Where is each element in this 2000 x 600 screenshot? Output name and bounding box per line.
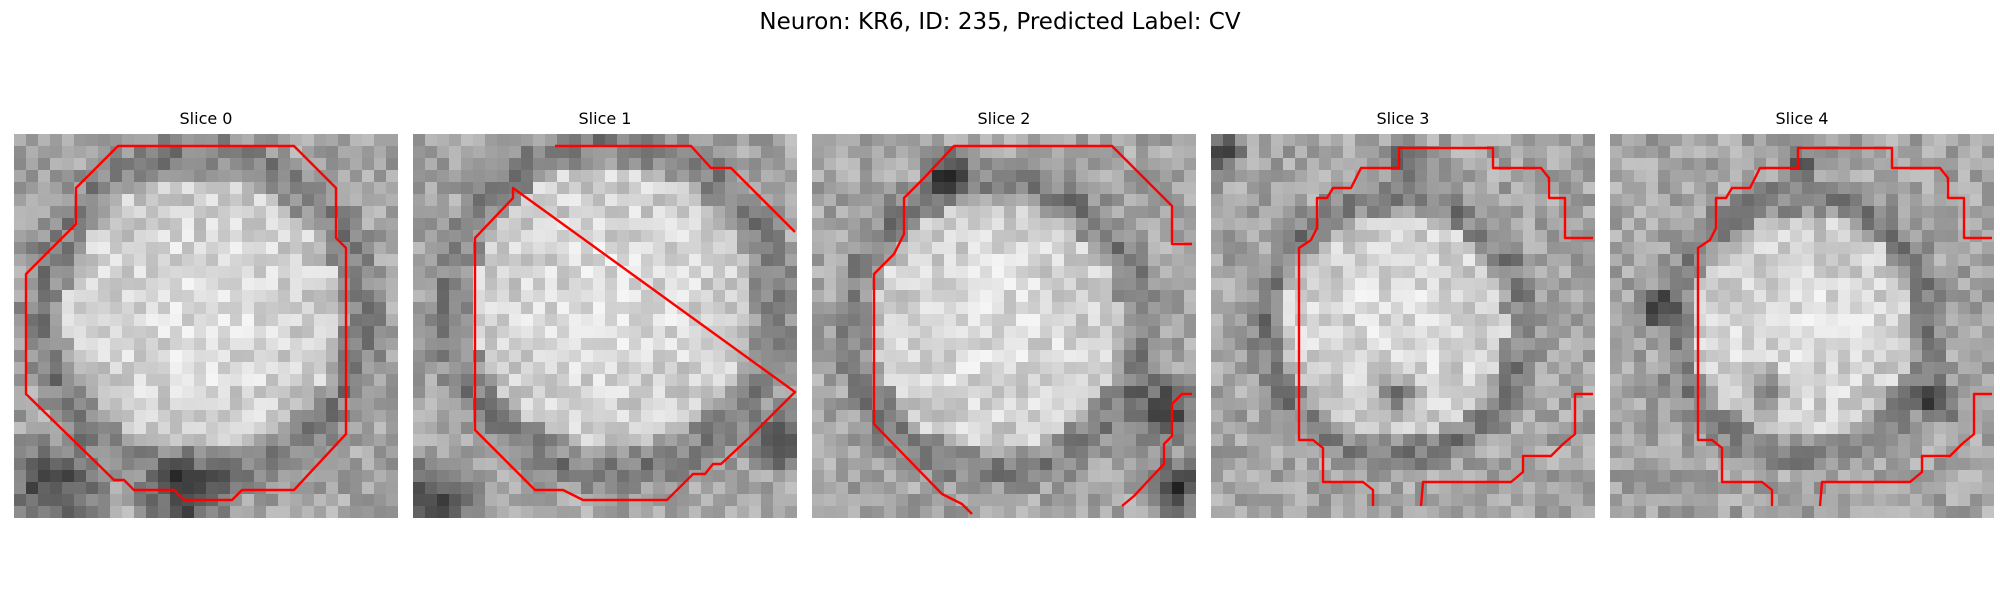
grayscale-pixels [1211, 134, 1595, 518]
segmentation-contour [1297, 146, 1593, 507]
slice-image [413, 134, 797, 518]
slice-image [14, 134, 398, 518]
segmentation-contour [24, 144, 348, 502]
grayscale-pixels [14, 134, 398, 518]
segmentation-contour [473, 144, 797, 502]
slice-title: Slice 4 [1775, 109, 1829, 128]
grayscale-pixels [1610, 134, 1994, 518]
slice-panel-3: Slice 3 [1211, 108, 1595, 518]
slice-panel-1: Slice 1 [413, 108, 797, 518]
slice-panel-0: Slice 0 [14, 108, 398, 518]
figure-title: Neuron: KR6, ID: 235, Predicted Label: C… [759, 9, 1241, 35]
segmentation-contour [872, 144, 1192, 515]
slice-panel-2: Slice 2 [812, 108, 1196, 518]
segmentation-contour [1696, 146, 1992, 507]
grayscale-pixels [812, 134, 1196, 518]
slice-panel-4: Slice 4 [1610, 108, 1994, 518]
slice-title: Slice 2 [977, 109, 1031, 128]
grayscale-pixels [413, 134, 797, 518]
slice-title: Slice 0 [179, 109, 233, 128]
slice-image [1610, 134, 1994, 518]
slice-image [1211, 134, 1595, 518]
slice-image [812, 134, 1196, 518]
slice-title: Slice 3 [1376, 109, 1430, 128]
slice-title: Slice 1 [578, 109, 632, 128]
